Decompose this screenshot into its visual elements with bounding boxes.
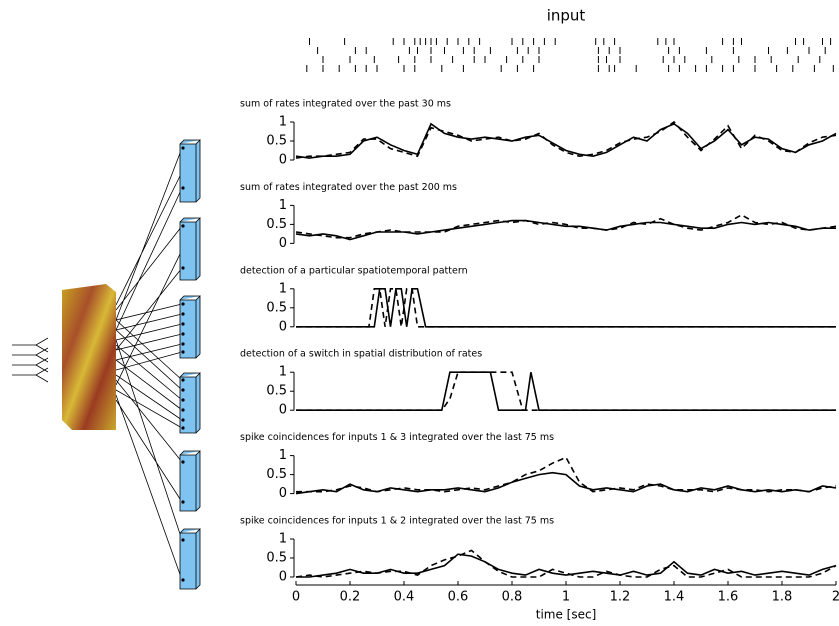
x-tick-label: 2 [832,590,839,605]
circuit-diagram [12,140,200,589]
data-line [296,473,836,494]
data-line [296,289,836,327]
chart-title: detection of a particular spatiotemporal… [240,265,468,276]
x-tick-label: 1.4 [664,590,685,605]
input-arrows [12,338,48,382]
chart-title: detection of a switch in spatial distrib… [240,349,482,360]
x-tick-label: 1.6 [718,590,739,605]
y-tick-label: 1 [279,198,287,213]
neural-tissue [62,284,116,430]
chart-title: sum of rates integrated over the past 30… [240,99,451,110]
y-tick-label: 0 [279,319,287,334]
y-tick-label: 0.5 [266,384,287,399]
y-tick-label: 1 [279,448,287,463]
readout-columns [180,140,200,589]
y-tick-label: 1 [279,532,287,547]
y-tick-label: 0 [279,570,287,585]
y-tick-label: 0 [279,236,287,251]
data-line [296,221,836,240]
y-tick-label: 0 [279,403,287,418]
x-tick-label: 0 [292,590,300,605]
data-line [296,124,836,158]
x-tick-label: 0.8 [502,590,523,605]
y-tick-label: 1 [279,365,287,380]
figure: input sum of rates integrated over the pa… [0,0,839,626]
x-tick-label: 0.6 [448,590,469,605]
data-line [296,122,836,158]
y-tick-label: 0.5 [266,300,287,315]
y-tick-label: 0 [279,153,287,168]
y-tick-label: 1 [279,281,287,296]
y-tick-label: 0.5 [266,217,287,232]
y-tick-label: 0.5 [266,467,287,482]
x-tick-label: 0.2 [340,590,361,605]
chart-title: sum of rates integrated over the past 20… [240,182,457,193]
y-tick-label: 0 [279,486,287,501]
chart-title: spike coincidences for inputs 1 & 3 inte… [240,432,554,443]
x-tick-label: 1.2 [610,590,631,605]
y-tick-label: 0.5 [266,134,287,149]
data-line [296,372,836,410]
data-line [296,372,836,410]
chart-title: spike coincidences for inputs 1 & 2 inte… [240,516,554,527]
y-tick-label: 0.5 [266,551,287,566]
x-tick-label: 1.8 [772,590,793,605]
connections [116,148,182,580]
data-line [296,550,836,577]
y-tick-label: 1 [279,115,287,130]
chart-title: input [547,7,586,25]
x-axis-label: time [sec] [536,608,597,622]
synapse-dots [181,146,184,581]
x-tick-label: 1 [562,590,570,605]
x-tick-label: 0.4 [394,590,415,605]
